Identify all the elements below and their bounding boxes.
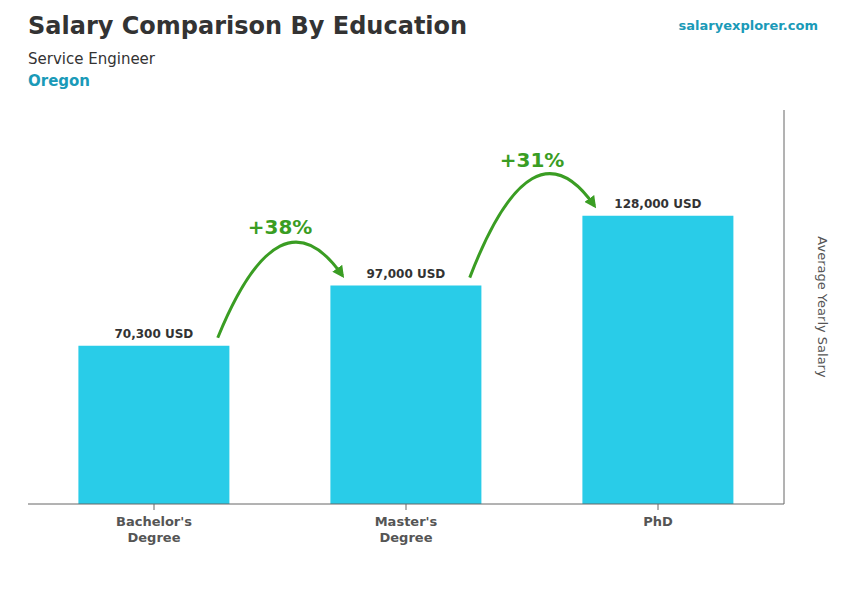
html-text:Salary Comparison By Education: Salary Comparison By Education — [28, 12, 468, 40]
svg-text:Bachelor'sDegree: Bachelor'sDegree — [116, 514, 192, 545]
svg-text:PhD: PhD — [643, 514, 673, 529]
html-text:Service Engineer: Service Engineer — [28, 50, 155, 68]
svg-text:70,300 USD: 70,300 USD — [114, 327, 193, 341]
html-text:Oregon: Oregon — [28, 72, 90, 90]
svg-text:128,000 USD: 128,000 USD — [614, 197, 701, 211]
svg-text:Master'sDegree: Master'sDegree — [375, 514, 438, 545]
svg-text:+31%: +31% — [500, 148, 565, 172]
svg-text:Average Yearly Salary: Average Yearly Salary — [815, 236, 830, 378]
svg-text:+38%: +38% — [248, 215, 313, 239]
svg-text:97,000 USD: 97,000 USD — [366, 267, 445, 281]
html-text:salaryexplorer.com: salaryexplorer.com — [678, 18, 818, 33]
